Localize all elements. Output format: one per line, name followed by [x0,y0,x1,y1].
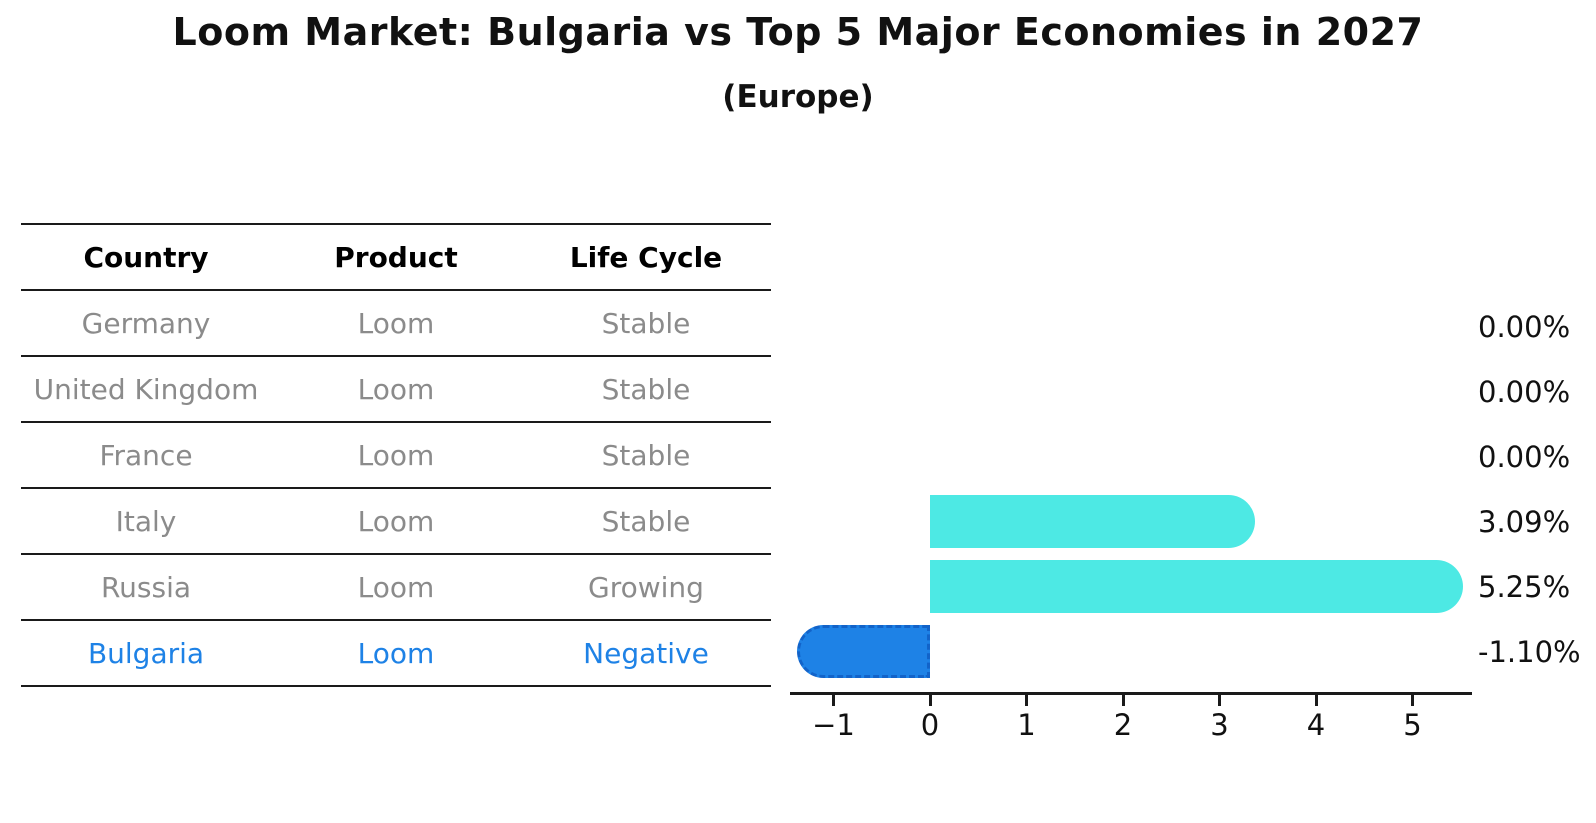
cell-country: Germany [81,306,211,340]
x-tick-label: 1 [1017,708,1036,742]
cell-country: United Kingdom [33,372,259,406]
cell-life-cycle: Stable [601,372,691,406]
x-tick-mark [928,695,932,706]
x-tick-mark [1025,695,1028,706]
cell-product: Loom [357,570,435,604]
cell-country: France [99,438,193,472]
cell-product: Loom [357,504,435,538]
value-label: 0.00% [1478,374,1571,409]
table-row-united-kingdom: United Kingdom Loom Stable [21,357,771,423]
column-header-product: Product [334,240,458,274]
table-row-germany: Germany Loom Stable [21,291,771,357]
cell-life-cycle: Stable [601,306,691,340]
table-row-russia: Russia Loom Growing [21,555,771,621]
x-tick-label: 4 [1306,708,1326,742]
cell-country: Italy [115,504,177,538]
value-label: 0.00% [1478,309,1571,344]
x-tick-mark [1218,695,1221,706]
cell-product: Loom [357,372,435,406]
country-table: Country Product Life Cycle Germany Loom … [21,223,771,687]
cell-country: Russia [100,570,192,604]
cell-life-cycle: Growing [588,570,704,604]
x-tick-label: 5 [1403,708,1422,742]
value-label: -1.10% [1478,634,1581,669]
bar-bulgaria [797,625,930,678]
cell-product: Loom [357,636,435,670]
table-row-bulgaria: Bulgaria Loom Negative [21,621,771,687]
x-tick-label: 3 [1210,708,1229,742]
cell-product: Loom [357,306,435,340]
value-label: 5.25% [1478,569,1571,604]
cell-product: Loom [357,438,435,472]
column-header-country: Country [83,240,209,274]
value-label: 3.09% [1478,504,1571,539]
x-tick-mark [1121,695,1125,706]
bar-russia [930,560,1464,613]
chart-title: Loom Market: Bulgaria vs Top 5 Major Eco… [172,10,1424,54]
cell-life-cycle: Stable [601,438,691,472]
value-label: 0.00% [1478,439,1571,474]
column-header-life-cycle: Life Cycle [569,240,723,274]
x-axis-line [790,692,1472,695]
x-tick-mark [1314,695,1318,706]
cell-country: Bulgaria [87,636,205,670]
x-tick-label: 0 [920,708,940,742]
x-tick-label: 2 [1113,708,1133,742]
cell-life-cycle: Negative [583,636,709,670]
x-tick-mark [1411,695,1414,706]
x-tick-mark [832,695,835,706]
chart-subtitle: (Europe) [722,79,874,115]
cell-life-cycle: Stable [601,504,691,538]
table-row-france: France Loom Stable [21,423,771,489]
table-header-row: Country Product Life Cycle [21,225,771,291]
bar-italy [930,495,1255,548]
table-row-italy: Italy Loom Stable [21,489,771,555]
x-tick-label: −1 [812,708,855,742]
